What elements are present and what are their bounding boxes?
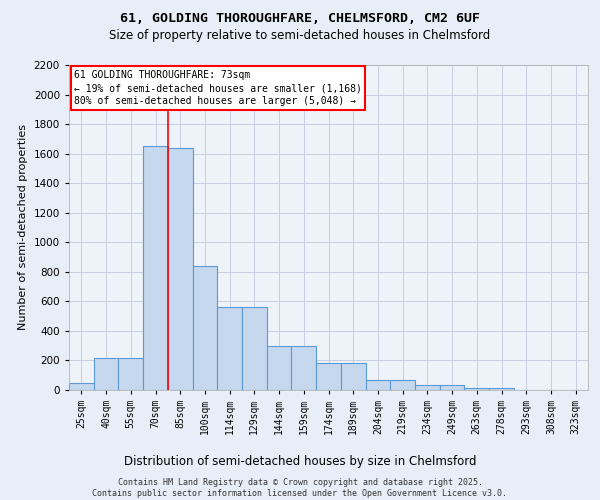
Text: Contains HM Land Registry data © Crown copyright and database right 2025.
Contai: Contains HM Land Registry data © Crown c… (92, 478, 508, 498)
Bar (217, 308, 242, 390)
Bar (415, 385, 440, 390)
Text: 61 GOLDING THOROUGHFARE: 73sqm
← 19% of semi-detached houses are smaller (1,168): 61 GOLDING THOROUGHFARE: 73sqm ← 19% of … (74, 70, 362, 106)
Bar (193, 266, 217, 390)
Bar (464, 388, 489, 390)
Bar (365, 380, 390, 390)
Bar (143, 146, 168, 390)
Bar (316, 364, 341, 390)
Bar (69, 382, 94, 390)
Y-axis label: Number of semi-detached properties: Number of semi-detached properties (18, 124, 28, 330)
Bar (292, 346, 316, 390)
Text: 61, GOLDING THOROUGHFARE, CHELMSFORD, CM2 6UF: 61, GOLDING THOROUGHFARE, CHELMSFORD, CM… (120, 12, 480, 26)
Bar (440, 385, 464, 390)
Text: Distribution of semi-detached houses by size in Chelmsford: Distribution of semi-detached houses by … (124, 454, 476, 468)
Bar (168, 148, 193, 390)
Bar (242, 308, 267, 390)
Text: Size of property relative to semi-detached houses in Chelmsford: Size of property relative to semi-detach… (109, 29, 491, 42)
Bar (390, 380, 415, 390)
Bar (94, 358, 118, 390)
Bar (118, 358, 143, 390)
Bar (341, 364, 365, 390)
Bar (489, 388, 514, 390)
Bar (267, 346, 292, 390)
